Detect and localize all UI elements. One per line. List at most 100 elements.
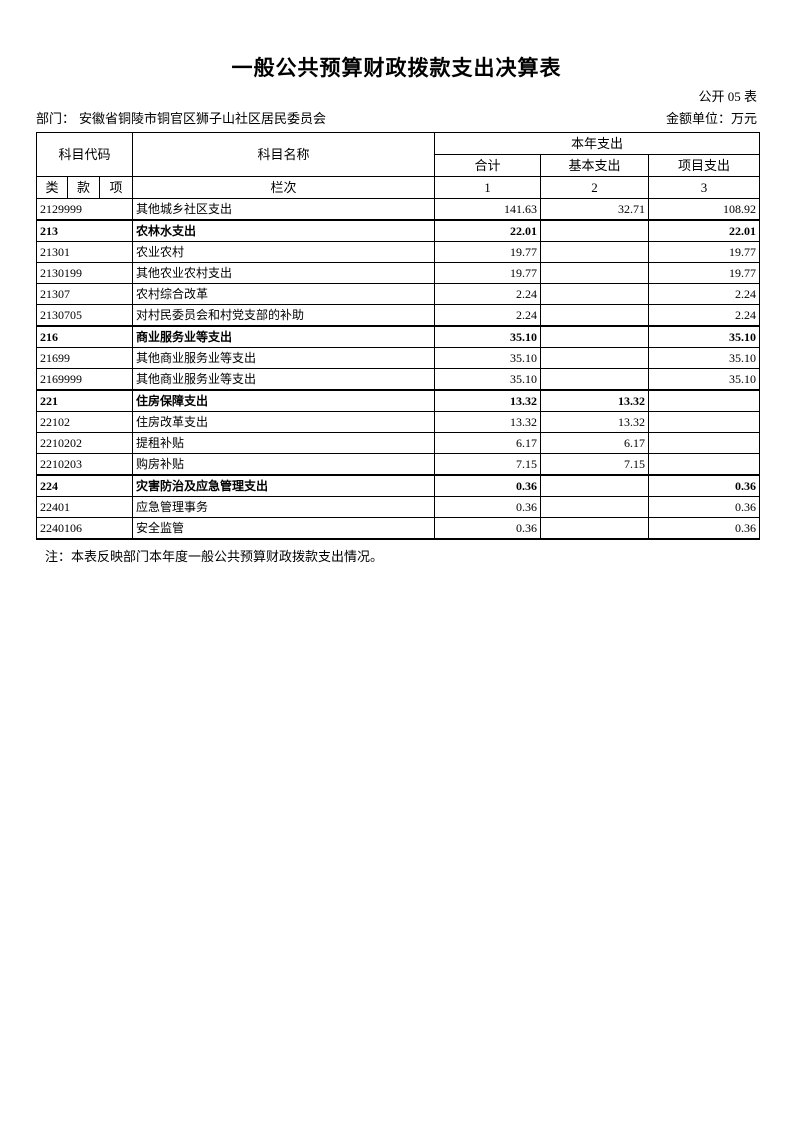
basic-expenditure-cell [540,262,649,284]
table-row: 22102 住房改革支出 13.32 13.32 [36,411,760,433]
subject-code-cell: 21307 [36,283,133,305]
project-expenditure-cell [648,389,760,412]
subject-code-cell: 2169999 [36,368,133,391]
meta-row: 部门： 安徽省铜陵市铜官区狮子山社区居民委员会 金额单位：万元 [36,111,757,127]
page-title: 一般公共预算财政拨款支出决算表 [231,57,562,80]
total-cell: 2.24 [434,283,541,305]
project-expenditure-header: 项目支出 [648,154,760,177]
expenditure-table: 科目代码 科目名称 本年支出 合计 基本支出 项目支出 类 款 项 栏次 1 2… [36,132,760,540]
table-row: 2130199 其他农业农村支出 19.77 19.77 [36,262,760,284]
project-expenditure-cell [648,432,760,454]
subject-code-cell: 2130705 [36,304,133,327]
item-header: 项 [99,176,133,199]
total-cell: 0.36 [434,474,541,497]
basic-expenditure-cell [540,219,649,242]
subject-code-cell: 22102 [36,411,133,433]
subject-code-cell: 2129999 [36,198,133,221]
table-row: 21307 农村综合改革 2.24 2.24 [36,283,760,305]
total-cell: 35.10 [434,347,541,369]
project-expenditure-cell: 22.01 [648,219,760,242]
subject-name-cell: 农业农村 [132,241,435,263]
subject-name-cell: 应急管理事务 [132,496,435,518]
table-row: 21699 其他商业服务业等支出 35.10 35.10 [36,347,760,369]
project-expenditure-cell: 0.36 [648,474,760,497]
table-number: 公开 05 表 [698,89,757,104]
subject-name-cell: 其他城乡社区支出 [132,198,435,221]
subject-name-cell: 住房保障支出 [132,389,435,412]
basic-expenditure-cell [540,304,649,327]
subject-name-cell: 农村综合改革 [132,283,435,305]
note: 注：本表反映部门本年度一般公共预算财政拨款支出情况。 [45,549,384,564]
table-row: 2240106 安全监管 0.36 0.36 [36,517,760,540]
subject-name-cell: 安全监管 [132,517,435,540]
table-row: 216 商业服务业等支出 35.10 35.10 [36,325,760,348]
total-cell: 35.10 [434,368,541,391]
subject-name-cell: 住房改革支出 [132,411,435,433]
subject-name-cell: 对村民委员会和村党支部的补助 [132,304,435,327]
total-cell: 13.32 [434,411,541,433]
subject-code-cell: 2240106 [36,517,133,540]
total-cell: 2.24 [434,304,541,327]
header-row-1: 科目代码 科目名称 本年支出 [36,132,760,177]
basic-expenditure-cell: 13.32 [540,411,649,433]
total-cell: 0.36 [434,517,541,540]
basic-expenditure-cell [540,283,649,305]
basic-expenditure-cell [540,474,649,497]
total-cell: 141.63 [434,198,541,221]
subject-code-cell: 221 [36,389,133,412]
subject-name-cell: 其他农业农村支出 [132,262,435,284]
project-expenditure-cell: 0.36 [648,517,760,540]
subject-code-header: 科目代码 [36,132,133,177]
table-row: 2129999 其他城乡社区支出 141.63 32.71 108.92 [36,198,760,221]
total-cell: 7.15 [434,453,541,476]
basic-expenditure-cell [540,347,649,369]
column-label-header: 栏次 [132,176,435,199]
table-row: 221 住房保障支出 13.32 13.32 [36,389,760,412]
class-header: 类 [36,176,68,199]
department-value: 安徽省铜陵市铜官区狮子山社区居民委员会 [79,111,327,126]
total-cell: 22.01 [434,219,541,242]
basic-expenditure-cell: 13.32 [540,389,649,412]
subject-name-header: 科目名称 [132,132,435,177]
table-row: 2169999 其他商业服务业等支出 35.10 35.10 [36,368,760,391]
project-expenditure-cell: 35.10 [648,347,760,369]
subject-code-cell: 2130199 [36,262,133,284]
subject-name-cell: 其他商业服务业等支出 [132,368,435,391]
department-label: 部门： [36,111,76,126]
table-row: 224 灾害防治及应急管理支出 0.36 0.36 [36,474,760,497]
basic-expenditure-header: 基本支出 [540,154,649,177]
project-expenditure-cell: 35.10 [648,325,760,348]
total-cell: 6.17 [434,432,541,454]
basic-expenditure-cell: 7.15 [540,453,649,476]
total-cell: 13.32 [434,389,541,412]
subject-code-cell: 224 [36,474,133,497]
total-cell: 0.36 [434,496,541,518]
subject-code-cell: 2210202 [36,432,133,454]
table-row: 213 农林水支出 22.01 22.01 [36,219,760,242]
subject-name-cell: 商业服务业等支出 [132,325,435,348]
column-number-3: 3 [648,176,760,199]
section-header: 款 [67,176,100,199]
table-row: 2130705 对村民委员会和村党支部的补助 2.24 2.24 [36,304,760,327]
unit-line: 金额单位：万元 [666,111,757,127]
project-expenditure-cell: 2.24 [648,304,760,327]
project-expenditure-cell: 19.77 [648,241,760,263]
total-cell: 19.77 [434,262,541,284]
unit-label: 金额单位： [665,111,731,126]
total-cell: 35.10 [434,325,541,348]
subject-code-cell: 213 [36,219,133,242]
subject-code-cell: 216 [36,325,133,348]
project-expenditure-cell [648,411,760,433]
table-header: 科目代码 科目名称 本年支出 合计 基本支出 项目支出 类 款 项 栏次 1 2… [36,132,760,199]
basic-expenditure-cell [540,241,649,263]
subject-code-cell: 21301 [36,241,133,263]
table-row: 22401 应急管理事务 0.36 0.36 [36,496,760,518]
basic-expenditure-cell [540,325,649,348]
basic-expenditure-cell [540,368,649,391]
column-number-1: 1 [434,176,541,199]
basic-expenditure-cell [540,496,649,518]
column-number-2: 2 [540,176,649,199]
project-expenditure-cell: 35.10 [648,368,760,391]
subject-name-cell: 购房补贴 [132,453,435,476]
